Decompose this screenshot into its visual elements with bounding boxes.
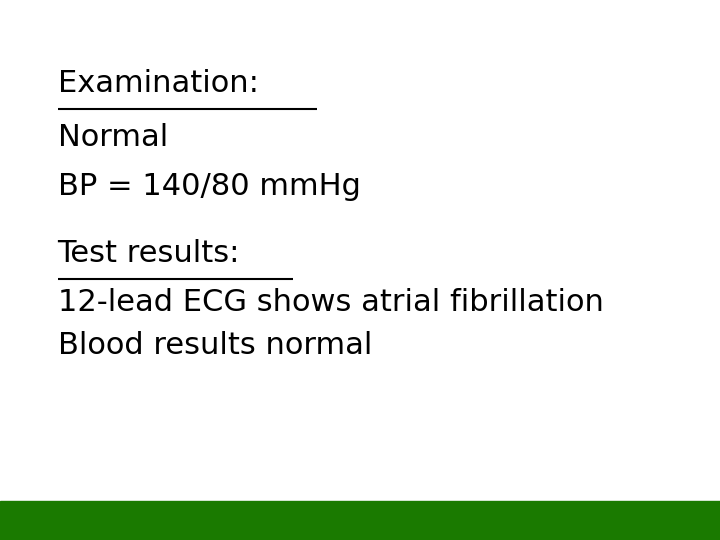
- Text: Test results:: Test results:: [58, 239, 240, 268]
- Bar: [0, 501, 720, 540]
- Text: Examination:: Examination:: [58, 69, 258, 98]
- Text: Normal: Normal: [58, 123, 168, 152]
- Text: BP = 140/80 mmHg: BP = 140/80 mmHg: [58, 172, 361, 201]
- Text: Blood results normal: Blood results normal: [58, 331, 372, 360]
- Text: 12-lead ECG shows atrial fibrillation: 12-lead ECG shows atrial fibrillation: [58, 288, 603, 317]
